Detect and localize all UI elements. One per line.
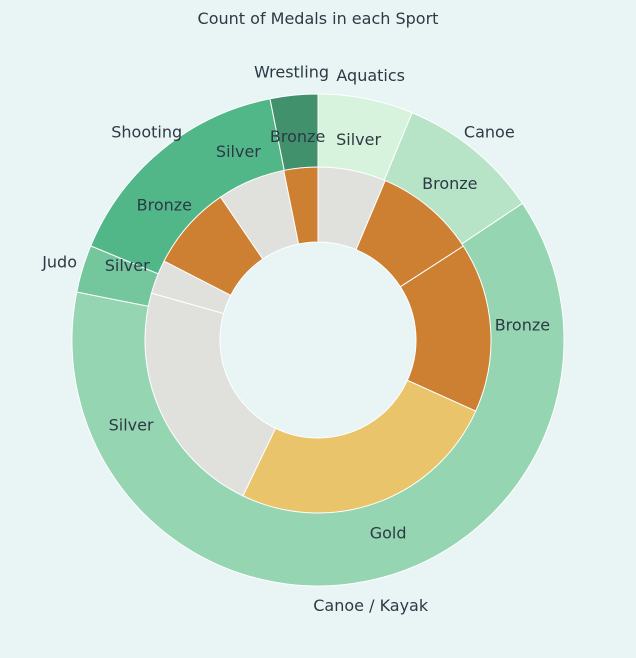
inner-label-silver: Silver bbox=[216, 142, 261, 161]
outer-label-aquatics: Aquatics bbox=[336, 66, 405, 85]
inner-label-bronze: Bronze bbox=[495, 316, 550, 335]
inner-label-silver: Silver bbox=[336, 130, 381, 149]
outer-label-judo: Judo bbox=[41, 253, 77, 272]
outer-label-canoe: Canoe bbox=[464, 122, 515, 141]
inner-label-bronze: Bronze bbox=[270, 127, 325, 146]
inner-slice-silver bbox=[144, 292, 277, 497]
slice-labels: Aquatics Canoe Canoe / Kayak Judo Shooting Wr… bbox=[41, 62, 550, 615]
inner-label-silver: Silver bbox=[105, 256, 150, 275]
inner-label-gold: Gold bbox=[370, 524, 407, 543]
outer-label-canoe-kayak: Canoe / Kayak bbox=[313, 596, 429, 615]
inner-label-silver: Silver bbox=[109, 415, 154, 434]
outer-label-shooting: Shooting bbox=[111, 122, 182, 141]
inner-slice-bronze bbox=[283, 166, 319, 245]
inner-slice-gold bbox=[242, 379, 477, 514]
inner-label-bronze: Bronze bbox=[422, 174, 477, 193]
outer-label-wrestling: Wrestling bbox=[254, 62, 329, 81]
inner-label-bronze: Bronze bbox=[137, 195, 192, 214]
chart-title: Count of Medals in each Sport bbox=[198, 9, 439, 28]
inner-ring bbox=[144, 166, 492, 514]
